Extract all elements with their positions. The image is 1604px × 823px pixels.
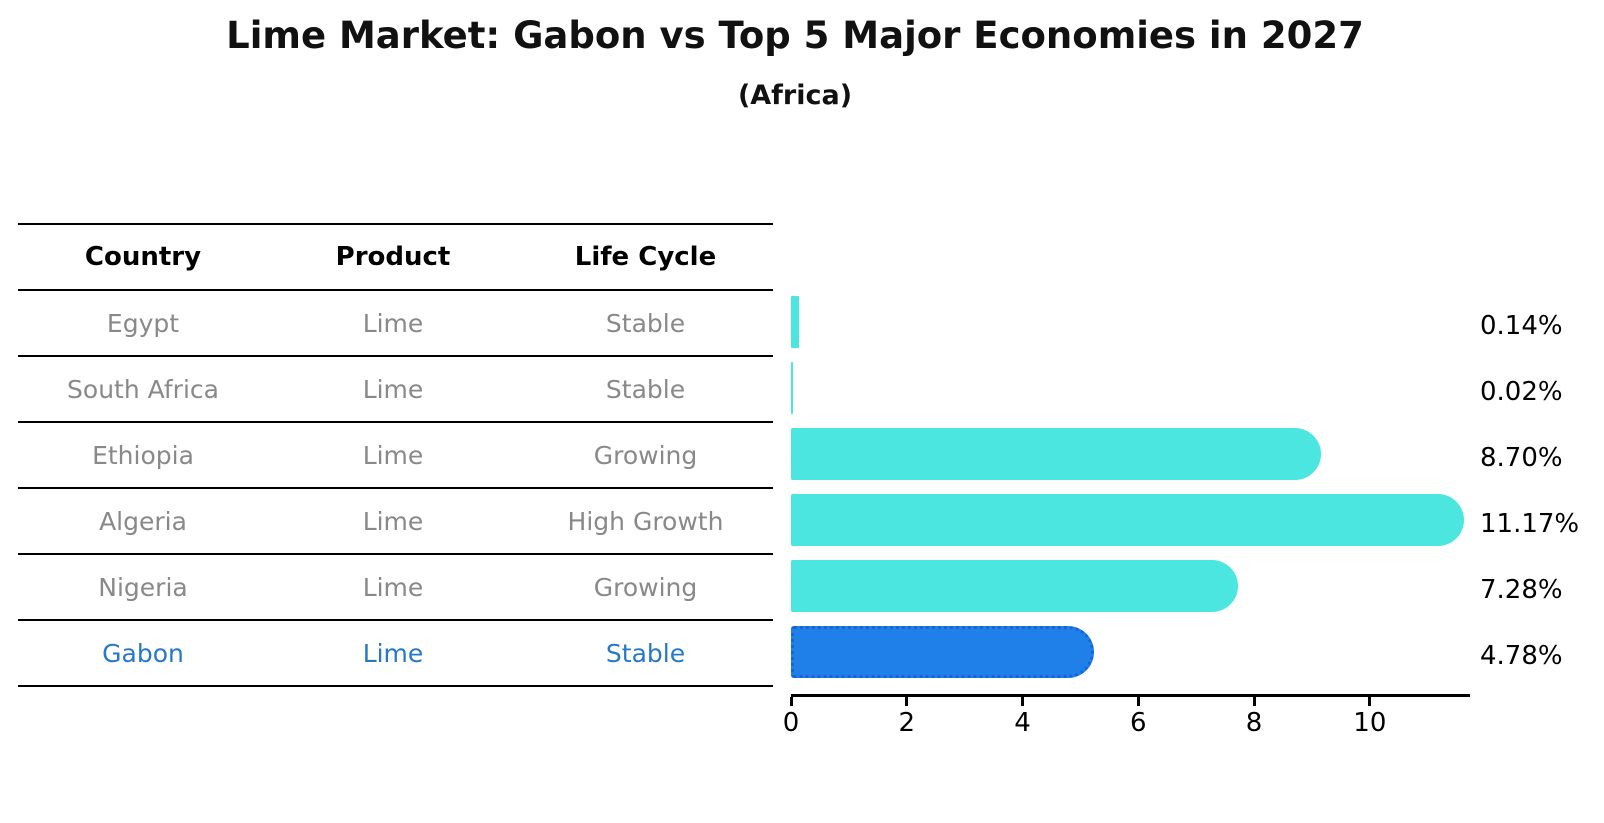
x-axis-spine <box>791 694 1470 697</box>
summary-table: Country Product Life Cycle Egypt Lime St… <box>18 223 773 687</box>
x-tick-label: 6 <box>1130 708 1147 738</box>
chart-subtitle: (Africa) <box>737 80 853 111</box>
cell-country: Nigeria <box>98 572 188 602</box>
x-tick-label: 8 <box>1245 708 1263 738</box>
x-axis-tick <box>789 697 793 706</box>
cell-life-cycle: Stable <box>605 638 686 668</box>
cell-life-cycle: Growing <box>593 440 698 470</box>
header-product: Product <box>335 242 451 272</box>
cell-product: Lime <box>362 506 424 536</box>
x-tick-label: 10 <box>1353 708 1387 738</box>
table-row: Egypt Lime Stable <box>18 289 773 355</box>
cell-country: Ethiopia <box>92 440 194 470</box>
x-axis-tick <box>1021 697 1025 706</box>
header-country: Country <box>84 242 202 272</box>
table-row: Nigeria Lime Growing <box>18 553 773 619</box>
cell-life-cycle: Stable <box>605 308 686 338</box>
cell-country: Gabon <box>102 638 184 668</box>
x-tick-label: 0 <box>782 708 800 738</box>
x-axis-tick <box>1368 697 1372 706</box>
bar-egypt <box>791 296 800 348</box>
table-row: Ethiopia Lime Growing <box>18 421 773 487</box>
x-axis-tick <box>905 697 909 706</box>
x-tick-label: 4 <box>1014 708 1031 738</box>
value-label: 0.14% <box>1480 311 1563 341</box>
value-label: 0.02% <box>1480 377 1563 407</box>
header-life-cycle: Life Cycle <box>574 242 717 272</box>
table-header-row: Country Product Life Cycle <box>18 223 773 289</box>
value-label: 8.70% <box>1480 443 1563 473</box>
table-row: South Africa Lime Stable <box>18 355 773 421</box>
cell-product: Lime <box>362 440 424 470</box>
bar-algeria <box>791 494 1464 546</box>
x-axis-tick <box>1136 697 1140 706</box>
bar-nigeria <box>791 560 1239 612</box>
cell-product: Lime <box>362 638 424 668</box>
x-tick-label: 2 <box>898 708 916 738</box>
value-label: 7.28% <box>1480 575 1563 605</box>
cell-life-cycle: High Growth <box>567 506 724 536</box>
value-label: 11.17% <box>1480 509 1580 539</box>
table-row: Algeria Lime High Growth <box>18 487 773 553</box>
cell-life-cycle: Stable <box>605 374 686 404</box>
cell-product: Lime <box>362 374 424 404</box>
value-label: 4.78% <box>1480 641 1563 671</box>
x-axis-tick <box>1252 697 1256 706</box>
chart-title: Lime Market: Gabon vs Top 5 Major Econom… <box>226 14 1364 57</box>
cell-country: Egypt <box>106 308 180 338</box>
cell-life-cycle: Growing <box>593 572 698 602</box>
bar-ethiopia <box>791 428 1321 480</box>
table-row: Gabon Lime Stable <box>18 619 773 685</box>
bar-gabon <box>791 626 1094 678</box>
cell-product: Lime <box>362 572 424 602</box>
cell-country: Algeria <box>99 506 187 536</box>
cell-country: South Africa <box>67 374 219 404</box>
cell-product: Lime <box>362 308 424 338</box>
bar-south-africa <box>791 362 793 414</box>
